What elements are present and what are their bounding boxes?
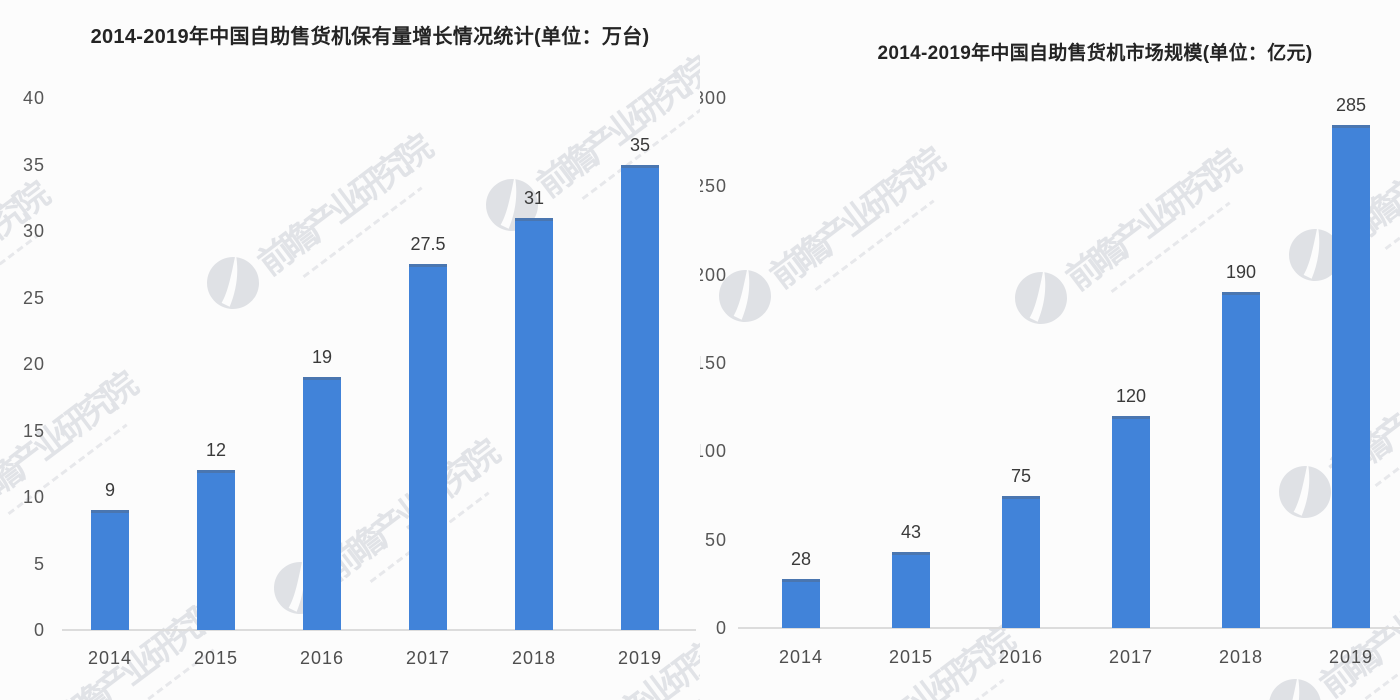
y-tick-label: 100	[700, 441, 727, 462]
chart-title: 2014-2019年中国自助售货机市场规模(单位：亿元)	[877, 42, 1313, 64]
bar-value-label: 75	[1010, 465, 1032, 486]
bar-value-label: 120	[1115, 386, 1147, 406]
bar-value-label: 190	[1225, 262, 1257, 283]
watermark-subtext-line	[614, 673, 700, 700]
watermark-subtext-line	[1384, 158, 1400, 251]
bar	[1332, 124, 1370, 628]
bar	[515, 217, 553, 630]
bar-value-label: 35	[629, 134, 651, 155]
x-tick-label: 2018	[511, 648, 557, 668]
watermark-row: 前瞻产业研究院	[197, 120, 441, 323]
watermark-row: 前瞻产业研究院	[1259, 542, 1400, 700]
x-tick-label: 2017	[1108, 647, 1154, 667]
bar	[1112, 416, 1150, 628]
x-axis-line	[738, 627, 1400, 629]
qianzhan-watermark: 前瞻产业研究院	[709, 133, 957, 343]
y-tick-label: 250	[700, 176, 727, 197]
bar	[1002, 495, 1040, 628]
y-tick-label: 300	[700, 88, 727, 108]
y-tick-label: 200	[700, 264, 727, 285]
qianzhan-logo-icon	[1005, 262, 1081, 339]
y-tick-label: 35	[22, 154, 45, 175]
x-tick-label: 2014	[778, 647, 824, 667]
watermark-row: 前瞻产业研究院	[0, 167, 57, 370]
watermark-text: 前瞻产业研究院	[763, 143, 949, 297]
bar	[409, 264, 447, 630]
watermark-subtext-line	[814, 199, 935, 292]
watermark-row: 前瞻产业研究院	[264, 425, 508, 628]
y-tick-label: 40	[22, 88, 45, 108]
x-tick-label: 2015	[888, 647, 934, 667]
watermark-subtext-line	[1374, 395, 1400, 488]
bar	[1222, 292, 1260, 628]
x-tick-label: 2014	[87, 648, 133, 668]
qianzhan-watermark: 前瞻产业研究院	[197, 120, 445, 330]
qianzhan-watermark: 前瞻产业研究院	[1259, 542, 1400, 700]
watermark-subtext-line	[302, 186, 423, 279]
bar-value-label: 27.5	[410, 234, 446, 255]
bar-value-label: 28	[790, 548, 812, 569]
watermark-subtext-line	[0, 233, 40, 326]
bar	[197, 470, 235, 630]
x-tick-label: 2016	[998, 647, 1044, 667]
x-tick-label: 2019	[1328, 647, 1374, 667]
watermark-subtext-line	[884, 678, 1005, 700]
bar-value-label: 43	[900, 522, 922, 543]
qianzhan-logo-icon	[197, 247, 273, 324]
bar-value-label: 31	[523, 187, 545, 208]
chart-title: 2014-2019年中国自助售货机保有量增长情况统计(单位：万台)	[90, 25, 650, 48]
qianzhan-watermark: 前瞻产业研究院	[264, 425, 512, 635]
watermark-row: 前瞻产业研究院	[709, 133, 953, 336]
watermark-text: 前瞻产业研究院	[251, 130, 437, 284]
y-tick-label: 15	[22, 420, 45, 441]
x-tick-label: 2016	[299, 648, 345, 668]
watermark-text: 前瞻产业研究院	[530, 52, 700, 206]
bar	[892, 552, 930, 628]
y-tick-label: 5	[33, 553, 45, 574]
qianzhan-watermark: 前瞻产业研究院	[0, 167, 62, 377]
x-tick-label: 2019	[617, 648, 663, 668]
bar-value-label: 12	[205, 440, 227, 461]
y-tick-label: 0	[33, 620, 45, 640]
chart-panel-market-size: 2014-2019年中国自助售货机市场规模(单位：亿元) 前瞻产业研究院 前瞻产业…	[700, 0, 1400, 700]
y-tick-label: 25	[22, 287, 45, 308]
qianzhan-logo-icon	[1259, 669, 1335, 700]
x-tick-label: 2017	[405, 648, 451, 668]
bar-value-label: 285	[1335, 94, 1367, 115]
y-tick-label: 150	[700, 353, 727, 373]
y-tick-label: 0	[715, 618, 727, 638]
qianzhan-watermark: 前瞻产业研究院	[1005, 135, 1253, 345]
watermark-row: 前瞻产业研究院	[1005, 135, 1249, 338]
chart-panel-holdings: 2014-2019年中国自助售货机保有量增长情况统计(单位：万台) 前瞻产业研究…	[0, 25, 700, 700]
bar-value-label: 9	[104, 480, 115, 501]
bar	[782, 578, 820, 628]
bar	[91, 510, 129, 630]
y-tick-label: 30	[22, 221, 45, 241]
bar	[303, 377, 341, 630]
x-tick-label: 2018	[1218, 647, 1264, 667]
x-tick-label: 2015	[193, 648, 239, 668]
y-tick-label: 20	[22, 354, 45, 374]
y-tick-label: 50	[704, 529, 727, 550]
bar	[621, 164, 659, 630]
x-axis-line	[62, 629, 696, 631]
bar-value-label: 19	[311, 347, 333, 368]
y-tick-label: 10	[22, 487, 45, 507]
